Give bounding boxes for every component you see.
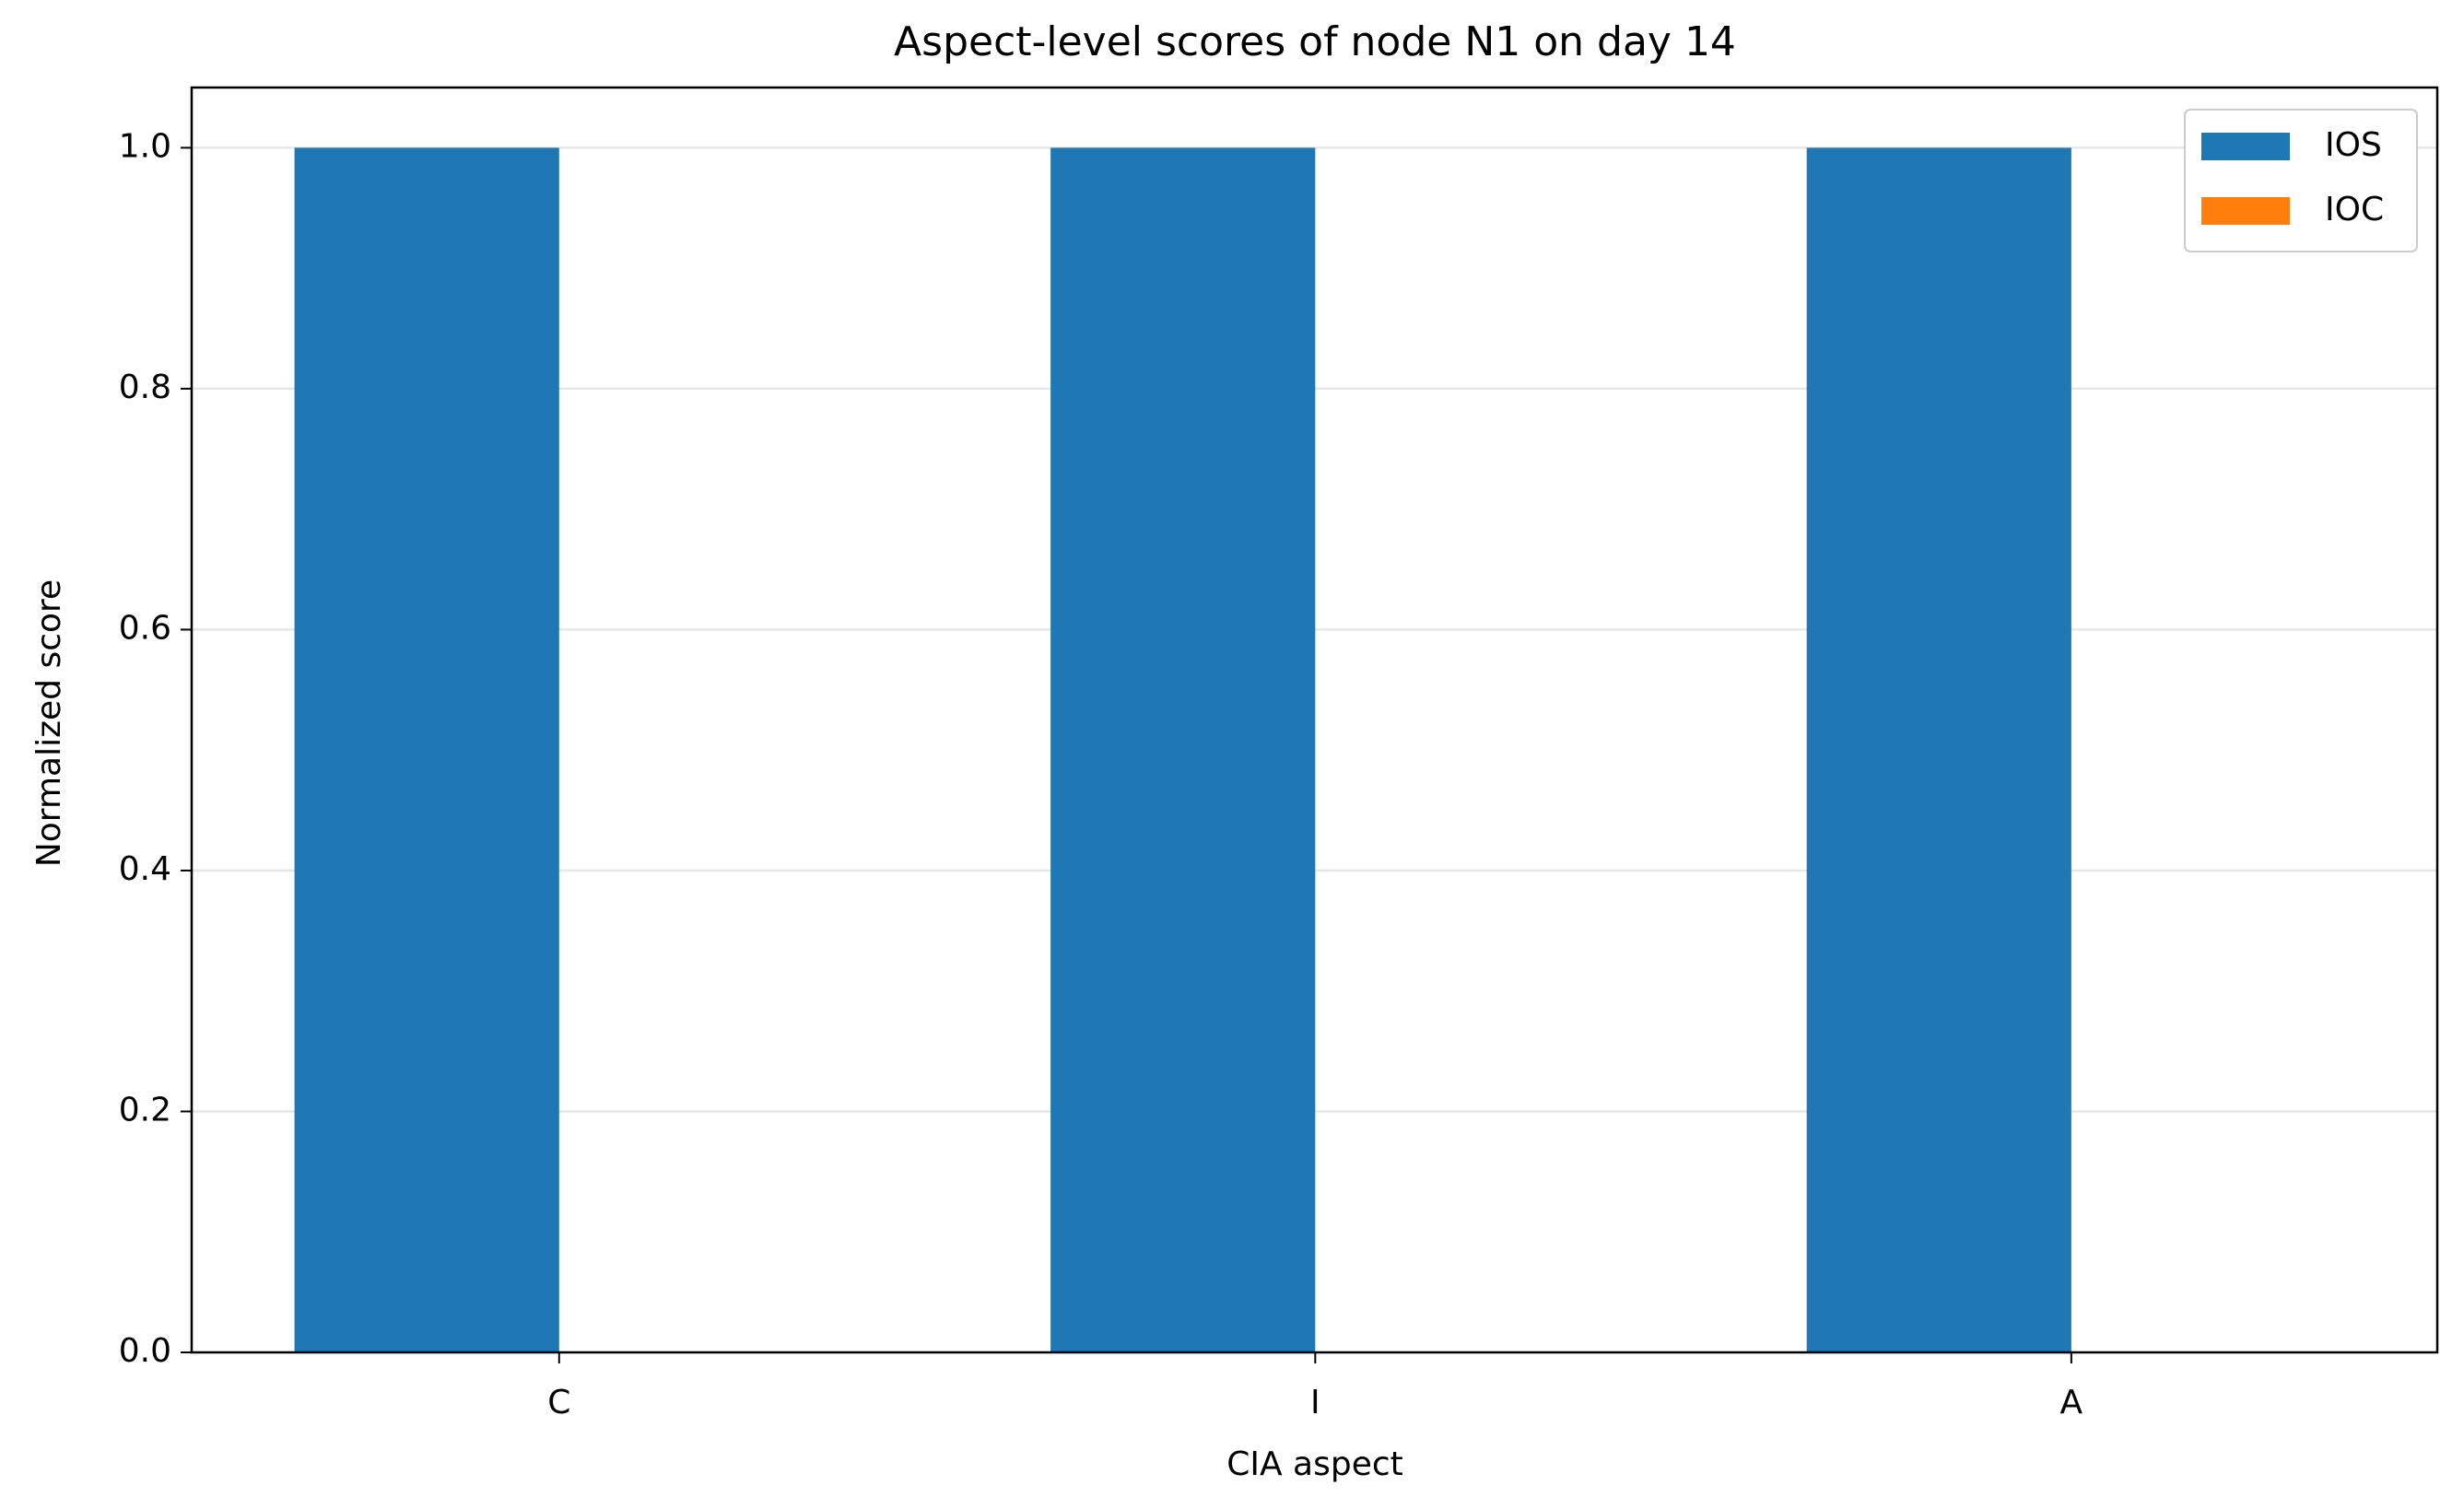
y-tick-label: 0.6 [119, 609, 171, 647]
plot-frame [190, 86, 2439, 1354]
y-tick-label: 0.4 [119, 850, 171, 888]
bar [1050, 147, 1316, 1352]
chart-title: Aspect-level scores of node N1 on day 14 [894, 18, 1736, 65]
legend-box [2184, 109, 2418, 252]
y-tick-label: 0.0 [119, 1332, 171, 1370]
legend: IOS IOC [2184, 109, 2418, 252]
bars [294, 147, 2071, 1352]
legend-label: IOS [2325, 126, 2382, 164]
bar [1806, 147, 2071, 1352]
x-tick-label: A [2060, 1384, 2083, 1421]
x-axis-label: CIA aspect [1226, 1445, 1403, 1483]
legend-swatch [2201, 197, 2290, 225]
y-tick-label: 0.8 [119, 368, 171, 406]
x-tick-label: C [547, 1384, 570, 1421]
bar [294, 147, 559, 1352]
y-axis-label: Normalized score [30, 579, 68, 867]
legend-label: IOC [2325, 191, 2384, 228]
y-tick-label: 0.2 [119, 1091, 171, 1129]
axes: 0.0 0.2 0.4 0.6 0.8 1.0 C I A [119, 86, 2439, 1421]
legend-swatch [2201, 133, 2290, 160]
y-tick-label: 1.0 [119, 127, 171, 165]
x-tick-label: I [1310, 1384, 1320, 1421]
